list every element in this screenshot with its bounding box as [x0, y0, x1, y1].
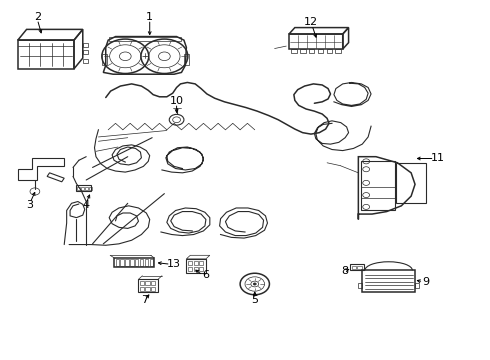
Bar — [188, 267, 192, 271]
Bar — [327, 49, 332, 53]
Text: 13: 13 — [167, 259, 181, 269]
Bar — [18, 40, 74, 69]
Text: 9: 9 — [422, 277, 429, 287]
Bar — [140, 259, 144, 266]
Text: 12: 12 — [304, 17, 318, 27]
Bar — [139, 279, 158, 292]
Bar — [194, 261, 198, 265]
Bar — [335, 49, 341, 53]
Bar — [186, 259, 206, 273]
Bar — [83, 43, 88, 47]
Text: 4: 4 — [83, 200, 90, 210]
Bar — [151, 287, 155, 291]
Bar — [361, 161, 394, 211]
Bar — [300, 49, 306, 53]
Bar — [199, 261, 203, 265]
Bar — [89, 187, 92, 190]
Bar — [351, 266, 356, 269]
Bar — [116, 259, 119, 266]
Bar — [77, 187, 80, 190]
Bar — [135, 259, 139, 266]
Bar — [357, 266, 362, 269]
Bar — [188, 261, 192, 265]
Bar — [83, 50, 88, 54]
Bar — [358, 283, 362, 288]
Bar — [140, 287, 145, 291]
Bar — [194, 267, 198, 271]
Bar — [396, 163, 426, 203]
Text: 6: 6 — [202, 270, 209, 280]
Text: 7: 7 — [141, 295, 148, 305]
Text: 10: 10 — [170, 96, 184, 106]
Bar — [292, 49, 297, 53]
Bar — [85, 187, 88, 190]
Text: 8: 8 — [342, 266, 349, 276]
Bar — [151, 281, 155, 285]
Bar — [125, 259, 129, 266]
Bar — [289, 34, 343, 49]
Bar — [415, 283, 419, 288]
Bar — [114, 258, 154, 267]
Circle shape — [253, 283, 256, 285]
Bar — [83, 59, 88, 63]
Bar — [146, 281, 150, 285]
Bar — [350, 264, 364, 270]
Text: 1: 1 — [146, 12, 153, 22]
Text: 3: 3 — [26, 200, 33, 210]
Bar — [150, 259, 153, 266]
Bar — [102, 54, 107, 65]
Text: 2: 2 — [34, 12, 41, 22]
Bar — [362, 270, 415, 292]
Bar — [146, 287, 150, 291]
Bar — [145, 259, 148, 266]
Bar — [309, 49, 315, 53]
Bar — [318, 49, 323, 53]
Bar — [81, 187, 84, 190]
Bar — [130, 259, 134, 266]
Bar — [199, 267, 203, 271]
Bar — [109, 37, 181, 41]
Bar — [140, 281, 145, 285]
Text: 5: 5 — [251, 295, 258, 305]
Text: 11: 11 — [431, 153, 445, 163]
Bar — [121, 259, 124, 266]
Bar — [184, 54, 189, 65]
